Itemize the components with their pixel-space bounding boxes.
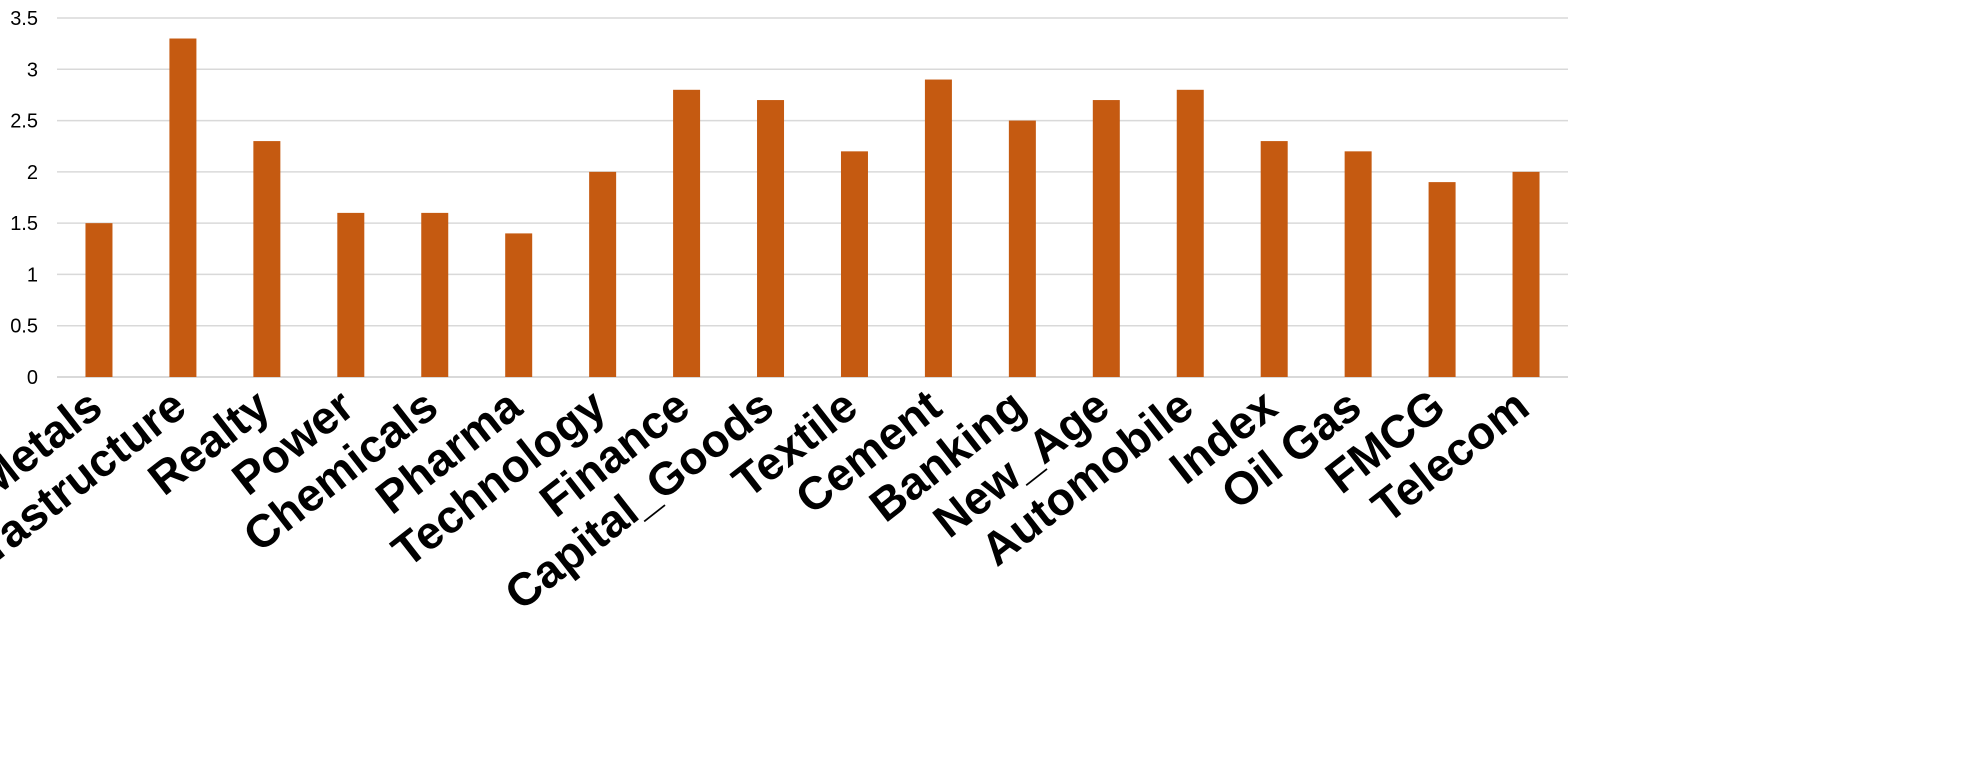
- bars: [85, 38, 1540, 378]
- bar-power: [337, 212, 365, 377]
- bar-infrastructure: [169, 38, 197, 378]
- x-axis-category-labels: MetalsInfrastructureRealtyPowerChemicals…: [0, 379, 1538, 620]
- y-tick-label: 0: [27, 367, 38, 389]
- bar-pharma: [505, 233, 533, 377]
- bar-metals: [85, 223, 113, 377]
- y-tick-label: 2.5: [10, 111, 38, 133]
- bar-fmcg: [1428, 182, 1456, 377]
- bar-oil-gas: [1344, 151, 1372, 377]
- bar-banking: [1008, 120, 1036, 378]
- bar-automobile: [1176, 89, 1204, 378]
- y-tick-label: 0.5: [10, 316, 38, 338]
- bar-textile: [840, 151, 868, 377]
- bar-telecom: [1512, 171, 1540, 377]
- bar-finance: [673, 89, 701, 378]
- bar-new-age: [1092, 100, 1120, 378]
- bar-capital-goods: [757, 100, 785, 378]
- y-tick-label: 2: [27, 162, 38, 184]
- bar-cement: [924, 79, 952, 378]
- y-axis-tick-labels: 0 0.5 1 1.5 2 2.5 3 3.5: [10, 8, 38, 389]
- gridlines: [57, 17, 1568, 378]
- bar-index: [1260, 141, 1288, 377]
- bar-chemicals: [421, 212, 449, 377]
- y-tick-label: 1: [27, 264, 38, 286]
- bar-technology: [589, 171, 617, 377]
- y-tick-label: 3.5: [10, 8, 38, 30]
- y-tick-label: 1.5: [10, 213, 38, 235]
- y-tick-label: 3: [27, 59, 38, 81]
- bar-realty: [253, 141, 281, 377]
